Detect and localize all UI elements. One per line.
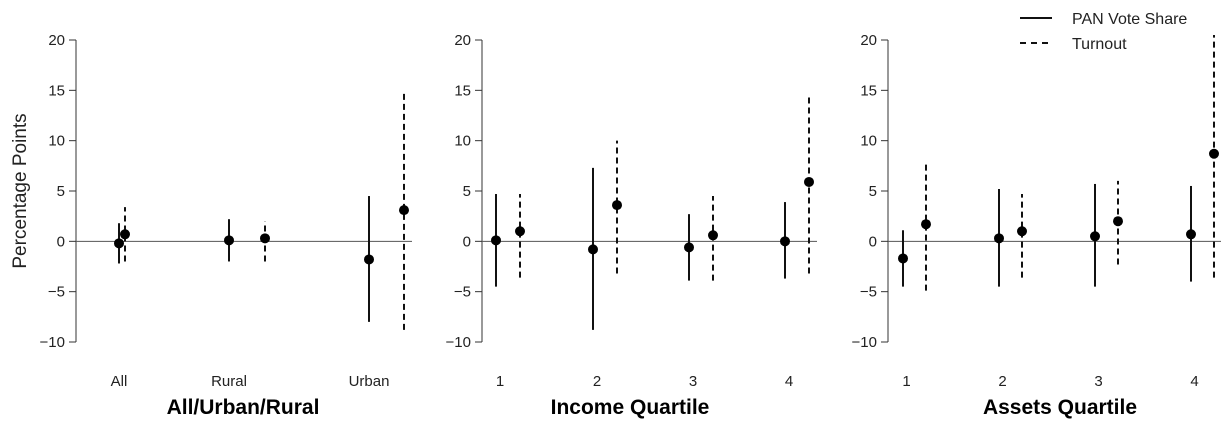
- panel-1: −10 −5 0 5 10 15 20 All Rural Urban All/Urban/Rura…: [40, 32, 412, 419]
- x-tick-label: Urban: [349, 373, 390, 390]
- y-tick-label: −5: [454, 284, 471, 301]
- turnout-point: [515, 226, 525, 237]
- x-tick-label: Rural: [211, 373, 247, 390]
- y-tick-label: 15: [454, 82, 471, 99]
- legend: PAN Vote Share Turnout: [1020, 11, 1187, 53]
- turnout-point: [399, 205, 409, 216]
- pan-vote-share-point: [684, 242, 694, 253]
- y-tick-label: 20: [48, 32, 65, 49]
- x-tick-label: 1: [496, 373, 504, 390]
- pan-vote-share-point: [491, 235, 501, 246]
- y-tick-label: 5: [869, 183, 877, 200]
- y-tick-label: 10: [860, 133, 877, 150]
- turnout-point: [804, 176, 814, 187]
- y-tick-label: 15: [860, 82, 877, 99]
- turnout-point: [1017, 226, 1027, 237]
- y-axis-label: Percentage Points: [10, 113, 31, 268]
- legend-label: PAN Vote Share: [1072, 11, 1187, 28]
- pan-vote-share-point: [1090, 231, 1100, 242]
- y-tick-label: 20: [860, 32, 877, 49]
- turnout-point: [708, 230, 718, 241]
- x-tick-label: 4: [1190, 373, 1198, 390]
- turnout-point: [921, 219, 931, 230]
- y-tick-label: −10: [852, 334, 877, 351]
- y-tick-label: 5: [463, 183, 471, 200]
- pan-vote-share-point: [588, 244, 598, 255]
- y-tick-label: 10: [454, 133, 471, 150]
- y-tick-label: −5: [860, 284, 877, 301]
- y-tick-label: −5: [48, 284, 65, 301]
- y-tick-label: −10: [446, 334, 471, 351]
- pan-vote-share-point: [364, 254, 374, 265]
- legend-label: Turnout: [1072, 36, 1127, 53]
- x-tick-label: All: [111, 373, 128, 390]
- x-tick-label: 2: [998, 373, 1006, 390]
- turnout-point: [612, 200, 622, 211]
- y-tick-label: 20: [454, 32, 471, 49]
- y-tick-label: 10: [48, 133, 65, 150]
- panel-title: Assets Quartile: [983, 396, 1137, 419]
- y-tick-label: −10: [40, 334, 65, 351]
- y-tick-label: 0: [463, 233, 471, 250]
- pan-vote-share-point: [898, 253, 908, 264]
- x-tick-label: 4: [785, 373, 793, 390]
- y-tick-label: 5: [57, 183, 65, 200]
- panel-title: Income Quartile: [551, 396, 710, 419]
- pan-vote-share-point: [224, 235, 234, 246]
- y-tick-label: 15: [48, 82, 65, 99]
- turnout-point: [260, 233, 270, 244]
- pan-vote-share-point: [780, 236, 790, 247]
- panel-2: −10 −5 0 5 10 15 20 1 2 3 4 Income Quartile: [446, 32, 817, 419]
- turnout-point: [1209, 148, 1219, 159]
- pan-vote-share-point: [114, 238, 124, 249]
- y-tick-label: 0: [869, 233, 877, 250]
- pan-vote-share-point: [994, 233, 1004, 244]
- x-tick-label: 3: [1094, 373, 1102, 390]
- turnout-point: [1113, 216, 1123, 227]
- panel-title: All/Urban/Rural: [167, 396, 320, 419]
- x-tick-label: 2: [593, 373, 601, 390]
- y-tick-label: 0: [57, 233, 65, 250]
- panel-3: −10 −5 0 5 10 15 20 1 2 3 4 Assets Quartile: [852, 32, 1221, 419]
- turnout-point: [120, 229, 130, 240]
- pan-vote-share-point: [1186, 229, 1196, 240]
- x-tick-label: 3: [689, 373, 697, 390]
- x-tick-label: 1: [902, 373, 910, 390]
